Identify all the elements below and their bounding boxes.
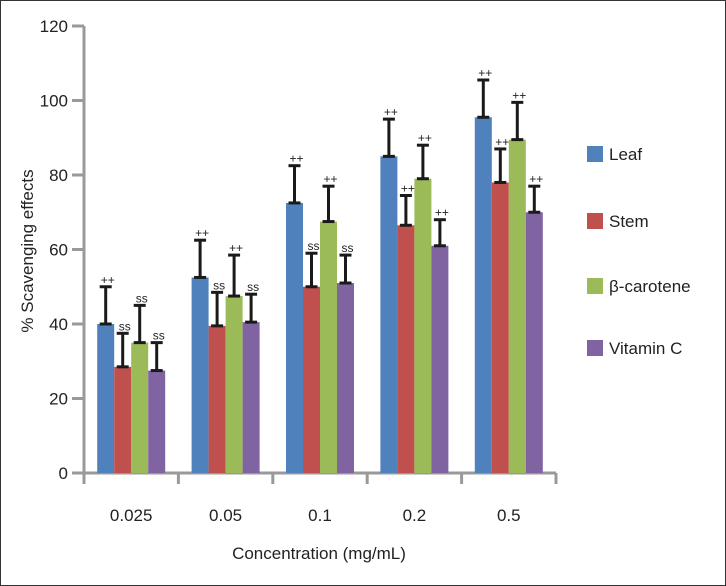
significance-mark: ++ [101, 273, 115, 287]
significance-mark: ss [119, 319, 131, 333]
x-tick-label: 0.5 [497, 506, 521, 525]
y-tick-label: 100 [40, 92, 68, 111]
bar-stem [397, 225, 415, 473]
significance-mark: ++ [512, 88, 526, 102]
bar--carotene [320, 221, 337, 473]
significance-mark: ss [308, 239, 320, 253]
x-tick-label: 0.05 [209, 506, 242, 525]
significance-mark: ++ [195, 226, 209, 240]
significance-mark: ++ [229, 241, 243, 255]
bar-stem [208, 325, 226, 473]
y-tick-label: 20 [49, 390, 68, 409]
bar-leaf [474, 117, 492, 473]
legend-label: Leaf [609, 145, 642, 164]
bar--carotene [508, 139, 526, 474]
significance-mark: ss [342, 241, 354, 255]
legend-swatch [587, 213, 603, 229]
legend-label: Stem [609, 212, 649, 231]
legend-swatch [587, 340, 603, 356]
significance-mark: ++ [289, 152, 303, 166]
significance-mark: ss [153, 329, 165, 343]
bar-vitamin-c [431, 245, 449, 473]
y-tick-label: 40 [49, 315, 68, 334]
significance-mark: ss [213, 278, 225, 292]
y-tick-label: 0 [59, 464, 68, 483]
significance-mark: ++ [418, 131, 432, 145]
legend-swatch [587, 278, 603, 294]
y-tick-label: 80 [49, 166, 68, 185]
significance-mark: ++ [401, 181, 415, 195]
x-tick-label: 0.2 [403, 506, 427, 525]
significance-mark: ++ [384, 105, 398, 119]
bar-leaf [191, 277, 209, 473]
y-axis-label: % Scavenging effects [18, 169, 37, 332]
significance-mark: ss [247, 280, 259, 294]
x-axis-label: Concentration (mg/mL) [232, 544, 406, 563]
bar--carotene [225, 296, 243, 473]
bar-leaf [97, 324, 115, 473]
bar--carotene [131, 342, 149, 473]
bar-leaf [380, 156, 398, 473]
significance-mark: ++ [323, 172, 337, 186]
bar-vitamin-c [337, 283, 354, 473]
legend-label: Vitamin C [609, 339, 682, 358]
bar-stem [114, 366, 132, 473]
legend-swatch [587, 146, 603, 162]
bar-vitamin-c [525, 212, 543, 473]
significance-mark: ++ [435, 206, 449, 220]
significance-mark: ss [136, 291, 148, 305]
legend-label: β-carotene [609, 277, 691, 296]
bar-leaf [286, 202, 303, 473]
bar-vitamin-c [242, 322, 260, 473]
y-tick-label: 120 [40, 17, 68, 36]
y-tick-label: 60 [49, 241, 68, 260]
significance-mark: ++ [495, 135, 509, 149]
bar-vitamin-c [148, 370, 166, 473]
bar-stem [303, 286, 320, 473]
significance-mark: ++ [478, 66, 492, 80]
bar-stem [491, 182, 509, 473]
bar--carotene [414, 178, 432, 473]
x-tick-label: 0.1 [308, 506, 332, 525]
x-tick-label: 0.025 [110, 506, 153, 525]
significance-mark: ++ [529, 172, 543, 186]
